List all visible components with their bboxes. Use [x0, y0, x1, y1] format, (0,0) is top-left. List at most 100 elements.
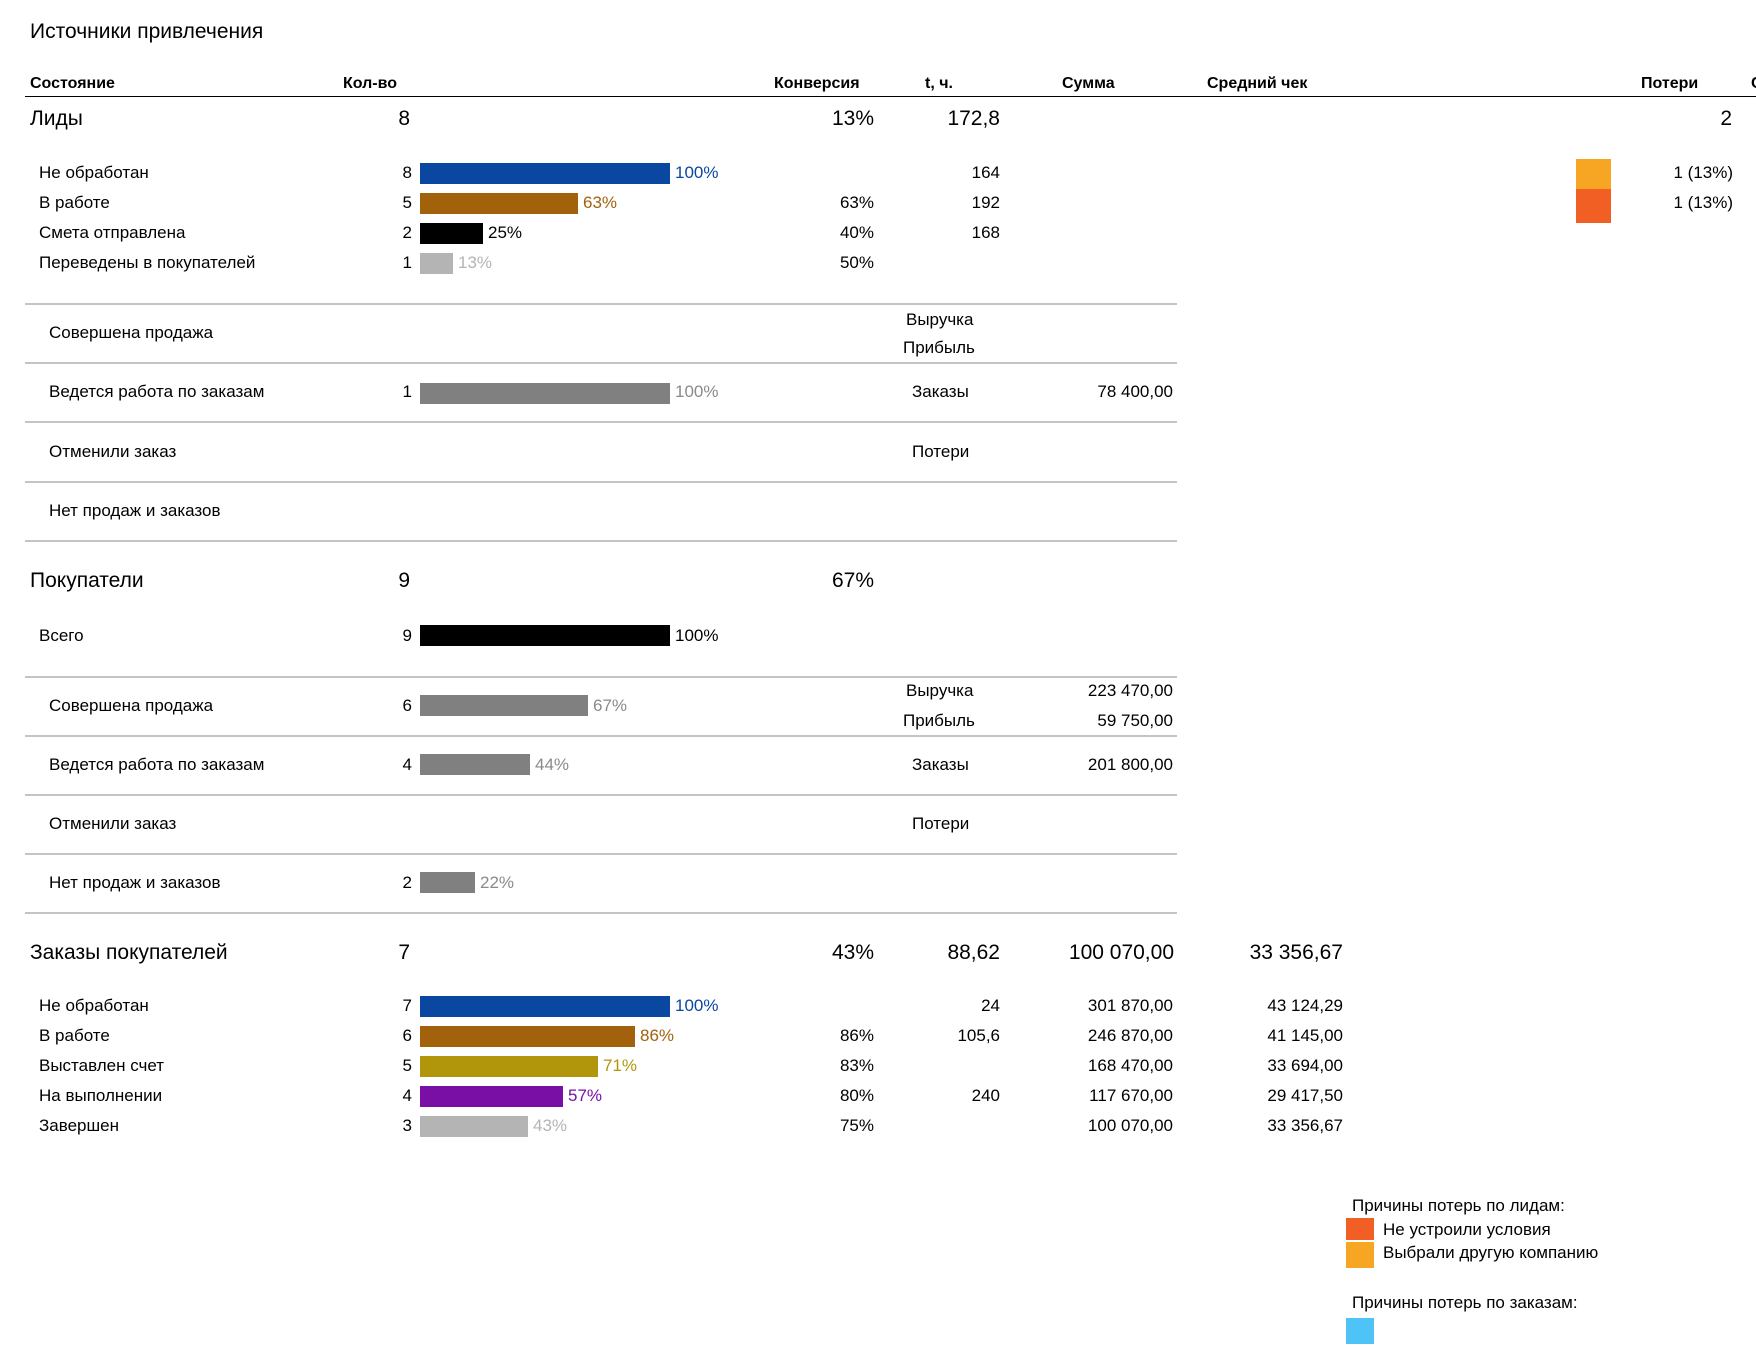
leads-cancelled-losses-label: Потери — [912, 442, 970, 461]
section-leads-qty: 8 — [398, 107, 410, 130]
divider — [25, 794, 1177, 796]
header-sum: Сумма — [1062, 75, 1115, 92]
lead-row-pct: 25% — [488, 223, 523, 242]
leads-cancelled-label: Отменили заказ — [49, 442, 177, 461]
page-title: Источники привлечения — [30, 20, 264, 43]
order-row-pct: 43% — [533, 1116, 568, 1135]
order-row-bar — [420, 1026, 635, 1047]
order-row-pct: 100% — [675, 996, 719, 1015]
lead-row-loss: 1 (13%) — [1673, 193, 1733, 212]
lead-row-pct: 63% — [583, 193, 618, 212]
buyers-none-qty: 2 — [402, 873, 412, 892]
buyers-sold-bar — [420, 695, 588, 716]
lead-row-pct: 13% — [458, 253, 493, 272]
order-row-avg: 43 124,29 — [1267, 996, 1343, 1015]
leads-orders-sum: 78 400,00 — [1097, 382, 1173, 401]
order-row-t: 240 — [971, 1086, 1000, 1105]
divider — [25, 481, 1177, 483]
order-row-pct: 71% — [603, 1056, 638, 1075]
lead-row-t: 192 — [971, 193, 1000, 212]
section-orders-conversion: 43% — [831, 941, 874, 964]
section-orders-avg: 33 356,67 — [1249, 941, 1343, 964]
order-row-pct: 57% — [568, 1086, 603, 1105]
order-row-conversion: 83% — [839, 1056, 874, 1075]
section-buyers-title: Покупатели — [30, 569, 144, 592]
lead-row-qty: 1 — [402, 253, 412, 272]
section-leads-conversion: 13% — [831, 107, 874, 130]
order-row-bar — [420, 1086, 563, 1107]
header-losses: Потери — [1641, 75, 1699, 92]
leads-profit-label: Прибыль — [903, 338, 975, 357]
lead-row-t: 168 — [971, 223, 1000, 242]
order-row-avg: 33 356,67 — [1267, 1116, 1343, 1135]
lead-row-label: Не обработан — [39, 163, 149, 182]
lead-row-label: В работе — [39, 193, 110, 212]
lead-row-conversion: 63% — [839, 193, 874, 212]
leads-none-label: Нет продаж и заказов — [49, 501, 221, 520]
order-row-qty: 3 — [402, 1116, 412, 1135]
order-row-t: 24 — [981, 996, 1000, 1015]
buyers-none-bar — [420, 872, 475, 893]
order-row-qty: 7 — [402, 996, 412, 1015]
divider — [25, 912, 1177, 914]
order-row-conversion: 86% — [839, 1026, 874, 1045]
buyers-total-label: Всего — [39, 626, 84, 645]
lead-row-conversion: 40% — [839, 223, 874, 242]
order-row-avg: 41 145,00 — [1267, 1026, 1343, 1045]
order-row-bar — [420, 996, 670, 1017]
legend-leads-title: Причины потерь по лидам: — [1352, 1196, 1565, 1215]
legend-leads-swatch-0 — [1346, 1218, 1374, 1240]
lead-row-t: 164 — [971, 163, 1000, 182]
buyers-orders-label: Ведется работа по заказам — [49, 755, 265, 774]
leads-sold-label: Совершена продажа — [49, 323, 214, 342]
order-row-sum: 301 870,00 — [1087, 996, 1173, 1015]
section-buyers-qty: 9 — [398, 569, 410, 592]
lead-row-qty: 8 — [402, 163, 412, 182]
legend-orders-title: Причины потерь по заказам: — [1352, 1293, 1578, 1312]
buyers-none-label: Нет продаж и заказов — [49, 873, 221, 892]
header-divider — [25, 96, 1756, 97]
lead-row-pct: 100% — [675, 163, 719, 182]
header-state: Состояние — [30, 75, 115, 92]
buyers-cancelled-label: Отменили заказ — [49, 814, 177, 833]
lead-row-loss-swatch — [1576, 159, 1611, 189]
buyers-orders-pct: 44% — [535, 755, 570, 774]
order-row-label: Не обработан — [39, 996, 149, 1015]
divider — [25, 735, 1177, 737]
leads-orders-label: Ведется работа по заказам — [49, 382, 265, 401]
buyers-orders-bar — [420, 754, 530, 775]
lead-row-conversion: 50% — [839, 253, 874, 272]
lead-row-qty: 2 — [402, 223, 412, 242]
section-leads-t: 172,8 — [947, 107, 1000, 130]
divider — [25, 676, 1177, 678]
header-cut: С — [1751, 75, 1756, 93]
section-orders-qty: 7 — [398, 941, 410, 964]
buyers-total-pct: 100% — [675, 626, 719, 645]
buyers-orders-sum: 201 800,00 — [1087, 755, 1173, 774]
order-row-qty: 4 — [402, 1086, 412, 1105]
legend-leads-item-0: Не устроили условия — [1383, 1220, 1551, 1239]
order-row-bar — [420, 1056, 598, 1077]
section-orders-t: 88,62 — [947, 941, 1000, 964]
buyers-cancelled-losses-label: Потери — [912, 814, 970, 833]
order-row-pct: 86% — [640, 1026, 675, 1045]
buyers-orders-caption: Заказы — [912, 755, 969, 774]
order-row-avg: 33 694,00 — [1267, 1056, 1343, 1075]
lead-row-loss-swatch — [1576, 189, 1611, 223]
order-row-sum: 117 670,00 — [1089, 1086, 1173, 1105]
section-leads-title: Лиды — [30, 107, 83, 130]
leads-orders-caption: Заказы — [912, 382, 969, 401]
leads-orders-bar — [420, 383, 670, 404]
lead-row-bar — [420, 253, 453, 274]
leads-orders-qty: 1 — [402, 382, 412, 401]
header-avg: Средний чек — [1207, 75, 1308, 92]
buyers-orders-qty: 4 — [402, 755, 412, 774]
header-conversion: Конверсия — [774, 75, 860, 92]
order-row-qty: 6 — [402, 1026, 412, 1045]
leads-revenue-label: Выручка — [906, 310, 974, 329]
lead-row-bar — [420, 193, 578, 214]
buyers-total-qty: 9 — [402, 626, 412, 645]
lead-row-label: Переведены в покупателей — [39, 253, 256, 272]
divider — [25, 303, 1177, 305]
divider — [25, 540, 1177, 542]
